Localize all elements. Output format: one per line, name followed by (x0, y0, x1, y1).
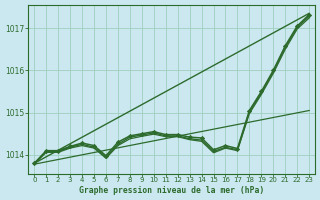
X-axis label: Graphe pression niveau de la mer (hPa): Graphe pression niveau de la mer (hPa) (79, 186, 264, 195)
